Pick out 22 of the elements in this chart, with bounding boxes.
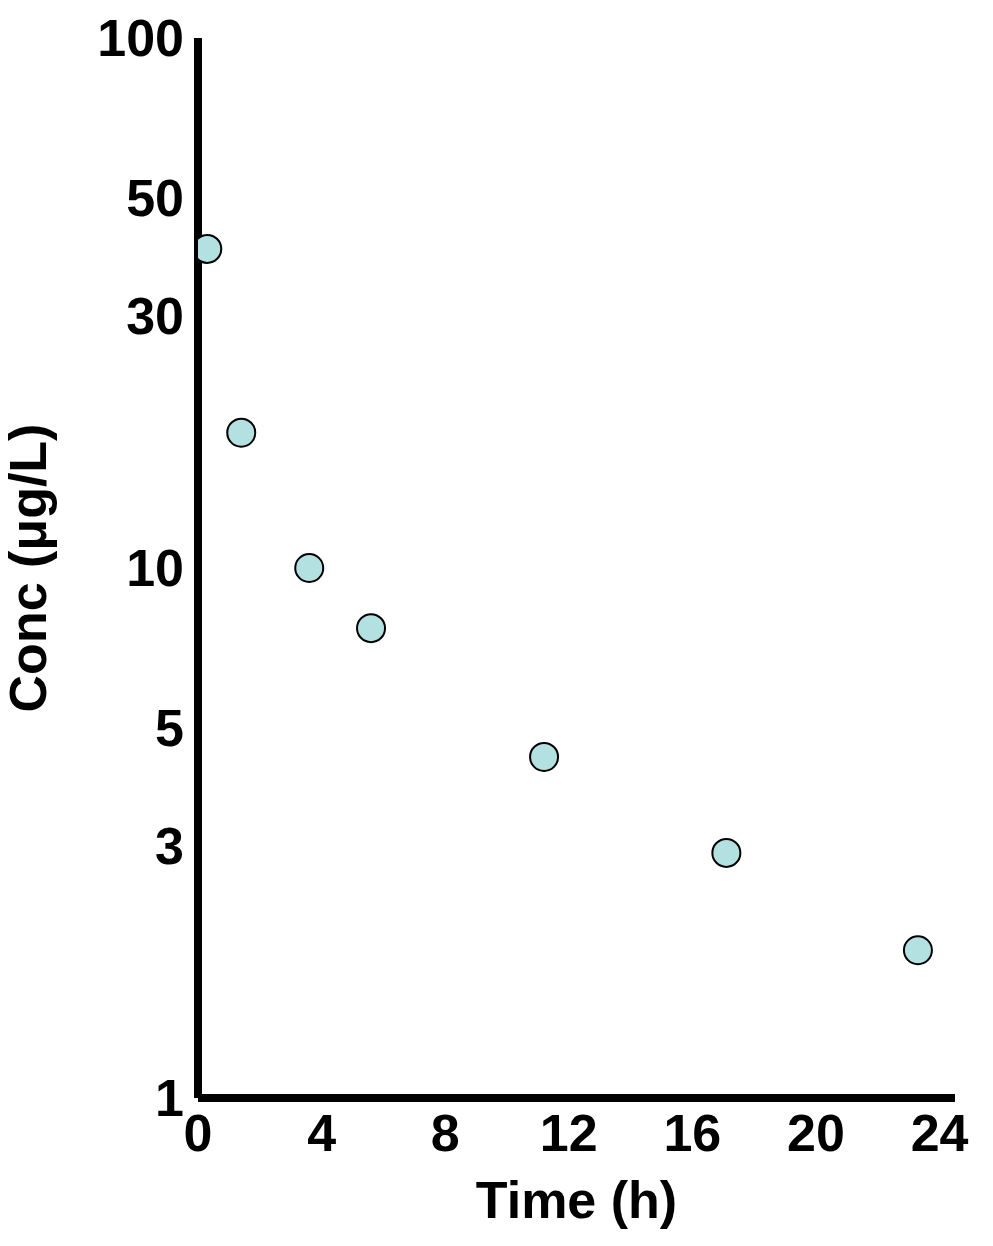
x-tick-label: 12	[539, 1103, 598, 1162]
x-tick-label: 0	[183, 1103, 213, 1162]
y-tick-label: 1	[155, 1069, 184, 1128]
x-tick-label: 24	[910, 1103, 969, 1162]
point	[902, 935, 933, 966]
y-tick-label: 100	[97, 9, 184, 68]
y-tick-label: 30	[126, 286, 184, 345]
point	[226, 417, 257, 448]
x-tick-label: 4	[307, 1103, 337, 1162]
y-tick-label: 50	[126, 169, 184, 228]
y-tick-label: 10	[126, 539, 184, 598]
point	[711, 837, 742, 868]
x-tick-label: 16	[663, 1103, 722, 1162]
x-tick-label: 20	[787, 1103, 845, 1162]
x-axis-title: Time (h)	[475, 1171, 678, 1229]
point	[356, 613, 387, 644]
x-tick-label: 8	[430, 1103, 460, 1162]
y-axis-title: Conc (μg/L)	[0, 423, 58, 713]
y-tick-label: 5	[155, 699, 184, 758]
point	[294, 553, 325, 583]
point	[529, 741, 560, 772]
y-tick-label: 3	[155, 816, 184, 875]
